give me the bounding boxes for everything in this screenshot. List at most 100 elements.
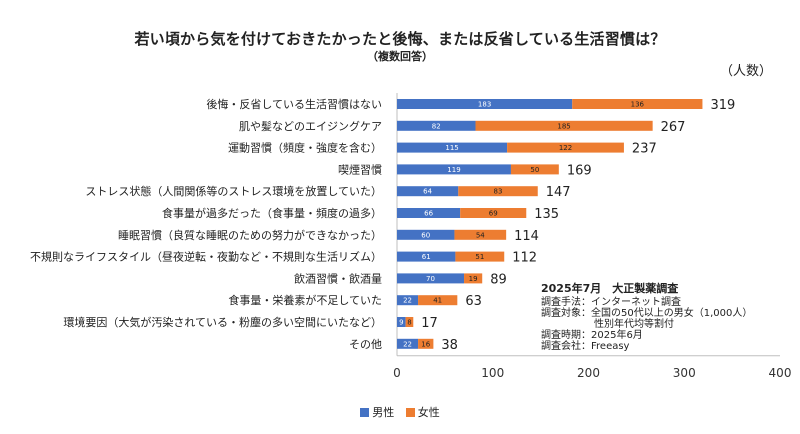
bar-segment-male (397, 164, 511, 175)
legend-swatch-female (405, 408, 415, 417)
category-label: 飲酒習慣・飲酒量 (294, 271, 382, 285)
data-label-male: 70 (426, 275, 435, 283)
data-label-female: 19 (469, 275, 478, 283)
total-label: 319 (710, 98, 735, 113)
bar-segment-female (455, 251, 505, 262)
bar-segment-female (405, 317, 414, 327)
total-label: 112 (512, 251, 537, 266)
bar-segment-male (397, 338, 419, 349)
data-label-female: 83 (494, 188, 503, 196)
category-label: 食事量・栄養素が不足していた (228, 293, 382, 307)
x-tick-label: 400 (769, 366, 792, 380)
data-label-male: 64 (423, 188, 432, 196)
bar-segment-male (397, 295, 419, 306)
x-tick-label: 300 (673, 366, 696, 380)
bar-segment-female (460, 208, 527, 218)
category-label: 後悔・反省している生活習慣はない (206, 97, 382, 111)
x-tick-label: 100 (481, 366, 504, 380)
data-label-female: 16 (421, 340, 430, 348)
survey-note-line: 性別年代均等割付 (541, 319, 791, 330)
bar-segment-male (397, 120, 476, 131)
category-label: 喫煙習慣 (338, 162, 382, 176)
data-label-male: 22 (403, 340, 412, 348)
total-label: 169 (567, 163, 592, 178)
data-label-male: 119 (447, 166, 460, 174)
data-label-female: 185 (557, 122, 570, 130)
data-label-male: 183 (478, 101, 491, 109)
data-label-male: 66 (424, 210, 433, 218)
data-label-male: 61 (422, 253, 431, 261)
data-label-female: 8 (407, 319, 411, 327)
data-label-female: 41 (433, 297, 442, 305)
bar-segment-female (458, 186, 538, 197)
total-label: 114 (514, 229, 539, 244)
bar-segment-male (397, 229, 455, 240)
survey-note-value: インターネット調査 (591, 297, 681, 308)
total-label: 147 (546, 185, 571, 200)
survey-note-label: 調査会社： (541, 341, 591, 352)
bar-segment-female (454, 229, 507, 240)
bar-segment-female (507, 142, 624, 153)
category-label: ストレス状態（人間関係等のストレス環境を放置していた） (85, 184, 382, 198)
total-label: 17 (421, 316, 438, 331)
chart-title: 若い頃から気を付けておきたかったと後悔、または反省している生活習慣は？ (134, 30, 666, 48)
category-label: 不規則なライフスタイル（昼夜逆転・夜勤など・不規則な生活リズム） (30, 250, 382, 264)
category-label: 運動習慣（頻度・強度を含む） (228, 141, 382, 155)
bar-segment-female (464, 273, 483, 284)
unit-label: （人数） (719, 64, 772, 79)
survey-note-value: 性別年代均等割付 (594, 319, 674, 330)
bar-segment-female (418, 295, 458, 306)
survey-note-line: 調査会社：Freeasy (541, 341, 791, 352)
x-tick-label: 0 (393, 366, 401, 380)
survey-note-value: 全国の50代以上の男女（1,000人） (591, 308, 753, 319)
data-label-male: 22 (403, 297, 412, 305)
total-label: 89 (490, 272, 507, 287)
legend-label-female: 女性 (417, 406, 440, 419)
survey-note-label: 調査手法： (541, 297, 591, 308)
bar-segment-male (397, 251, 456, 262)
data-label-male: 60 (421, 231, 430, 239)
category-label: その他 (349, 338, 382, 351)
bar-segment-male (397, 208, 461, 218)
legend-item-male: 男性 (360, 404, 394, 420)
bar-segment-female (572, 99, 703, 109)
survey-note-value: Freeasy (591, 341, 630, 352)
legend-item-female: 女性 (405, 404, 440, 420)
total-label: 38 (441, 338, 458, 353)
total-label: 135 (534, 207, 559, 222)
survey-note-value: 2025年6月 (591, 330, 643, 341)
total-label: 237 (632, 142, 657, 157)
total-label: 267 (661, 120, 686, 135)
survey-note-line: 調査時期：2025年6月 (541, 330, 791, 341)
data-label-female: 69 (489, 210, 498, 218)
data-label-female: 136 (631, 101, 645, 109)
chart-subtitle: （複数回答） (367, 50, 433, 63)
bar-segment-female (475, 120, 653, 131)
bar-segment-male (397, 186, 459, 197)
data-label-female: 50 (530, 166, 539, 174)
data-label-male: 9 (399, 319, 403, 327)
bar-segment-female (510, 164, 559, 175)
survey-note-label: 調査対象： (541, 308, 591, 319)
total-label: 63 (465, 294, 482, 309)
bar-segment-male (397, 317, 406, 327)
bar-segment-male (397, 99, 573, 109)
chart-legend: 男性 女性 (0, 404, 800, 420)
survey-note-line: 調査手法：インターネット調査 (541, 297, 791, 308)
data-label-female: 122 (559, 144, 572, 152)
survey-note-heading: 2025年7月 大正製薬調査 (541, 282, 679, 295)
data-label-male: 82 (432, 122, 441, 130)
data-label-female: 54 (476, 231, 485, 239)
category-label: 食事量が過多だった（食事量・頻度の過多） (162, 206, 382, 220)
legend-swatch-male (360, 408, 370, 417)
bar-segment-male (397, 273, 465, 284)
survey-note-line: 調査対象：全国の50代以上の男女（1,000人） (541, 308, 791, 319)
survey-note-label: 調査時期： (541, 330, 591, 341)
data-label-male: 115 (445, 144, 458, 152)
data-label-female: 51 (475, 253, 484, 261)
category-label: 肌や髪などのエイジングケア (239, 119, 382, 133)
category-label: 睡眠習慣（良質な睡眠のための努力ができなかった） (118, 228, 382, 242)
category-label: 環境要因（大気が汚染されている・粉塵の多い空間にいたなど） (63, 315, 382, 329)
survey-note: 2025年7月 大正製薬調査 調査手法：インターネット調査 調査対象：全国の50… (541, 283, 791, 352)
